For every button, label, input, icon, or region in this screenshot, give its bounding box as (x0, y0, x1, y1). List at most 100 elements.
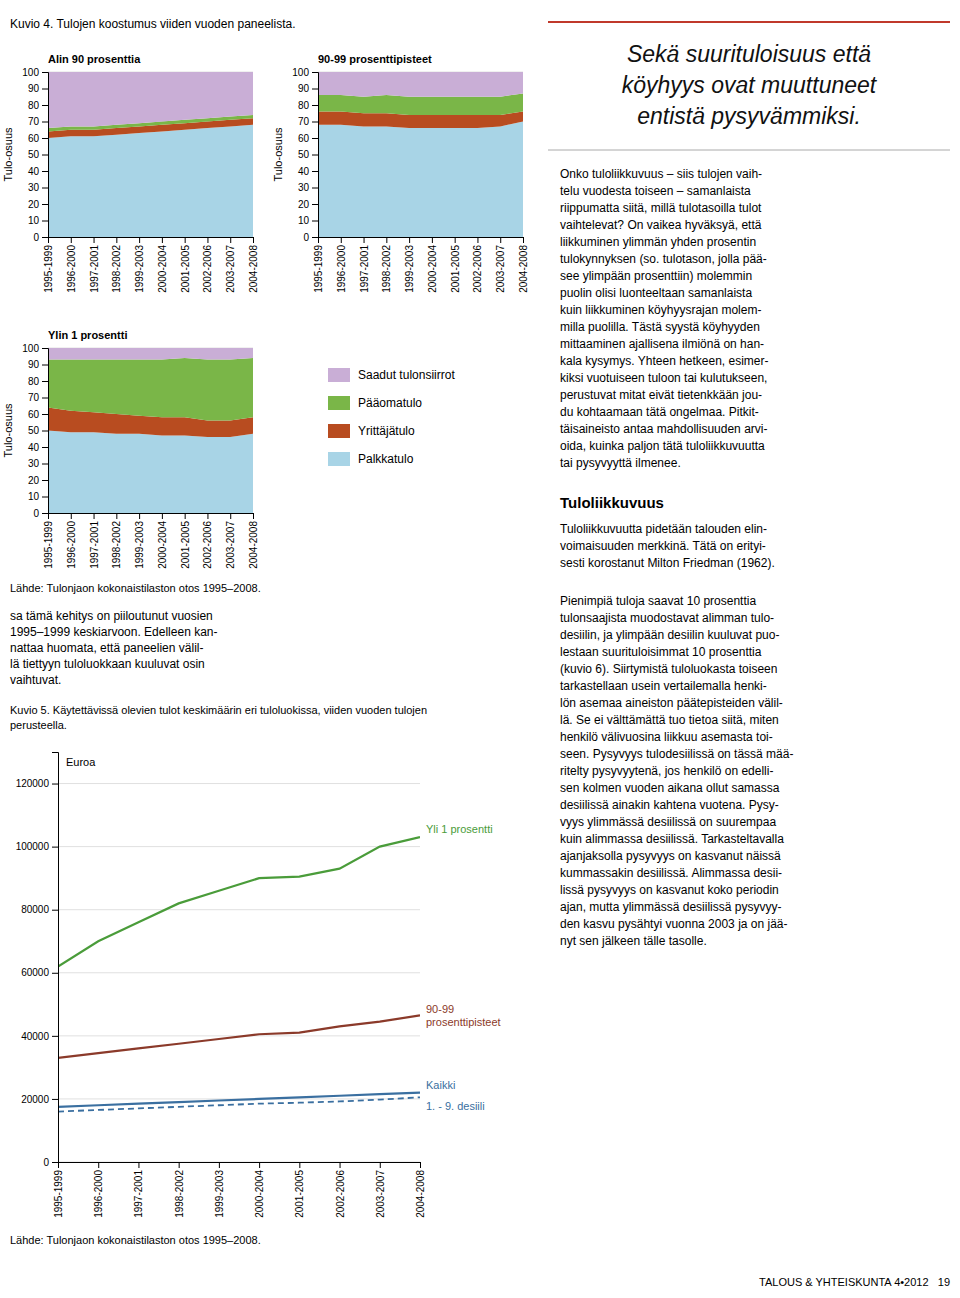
tick-mark (477, 237, 478, 243)
figure-title: Kuvio 4. Tulojen koostumus viiden vuoden… (10, 17, 296, 31)
area (48, 125, 253, 237)
x-tick: 2000-2004 (157, 513, 168, 569)
heading-line: köyhyys ovat muuttuneet (622, 72, 878, 98)
tick-mark (179, 1162, 180, 1168)
tick-label: 1999-2003 (134, 521, 145, 569)
x-tick: 2004-2008 (415, 1162, 426, 1218)
legend: Saadut tulonsiirrotPääomatuloYrittäjätul… (328, 368, 455, 466)
area (318, 72, 523, 97)
tick-mark (42, 365, 48, 366)
heading: Sekä suurituloisuus ettäköyhyys ovat muu… (622, 41, 878, 129)
tick-mark (42, 464, 48, 465)
tick-mark (52, 847, 58, 848)
body-text: Pienimpiä tuloja saavat 10 prosenttiatul… (560, 594, 793, 948)
body-text-line: seen. Pysyvyys tulodesiilissä on tässä m… (560, 747, 793, 761)
body-text-line: ajan, mutta ylimmässä desiilissä pysyvyy… (560, 900, 781, 914)
y-tick: 0 (33, 508, 48, 519)
body-text-line: oida, kuinka paljon tätä tuloliikkuvuutt… (560, 439, 765, 453)
tick-label: 90 (298, 83, 310, 94)
y-tick: 30 (28, 458, 48, 469)
y-tick: 100 (22, 67, 48, 78)
plot-marks (48, 348, 253, 513)
tick-label: 1999-2003 (404, 245, 415, 293)
body-text-line: kummassakin desiilissä. Alimmassa desii- (560, 866, 782, 880)
area (48, 358, 253, 421)
line-label: Kaikki (426, 1079, 455, 1091)
tick-label: 100 (292, 67, 309, 78)
tick-mark (42, 381, 48, 382)
y-tick: 20 (28, 475, 48, 486)
legend-label: Saadut tulonsiirrot (358, 368, 455, 382)
tick-label: 30 (28, 458, 40, 469)
legend-item: Saadut tulonsiirrot (328, 368, 455, 382)
tick-label: 2003-2007 (375, 1170, 386, 1218)
x-tick: 1998-2002 (174, 1162, 185, 1218)
y-tick: 30 (28, 182, 48, 193)
y-tick: 50 (28, 149, 48, 160)
y-tick: 100 (22, 343, 48, 354)
tick-mark (42, 171, 48, 172)
tick-mark (42, 105, 48, 106)
y-tick: 80000 (21, 904, 58, 915)
x-tick: 1997-2001 (359, 237, 370, 293)
tick-label: 2002-2006 (335, 1170, 346, 1218)
tick-label: 2004-2008 (518, 245, 529, 293)
x-tick: 1995-1999 (53, 1162, 64, 1218)
body-text-line: tarkastellaan usein vertailemalla henki- (560, 679, 767, 693)
x-axis: 1995-19991996-20001997-20011998-20021999… (313, 237, 529, 293)
y-tick: 100000 (16, 841, 58, 852)
y-tick: 60000 (21, 967, 58, 978)
chart-title: Kuvio 5. Käytettävissä olevien tulot kes… (10, 704, 427, 731)
tick-label: 60 (298, 133, 310, 144)
x-tick: 2002-2006 (335, 1162, 346, 1218)
tick-mark (312, 204, 318, 205)
tick-label: 1998-2002 (174, 1170, 185, 1218)
body-text-line: tai pysyvyyttä ilmenee. (560, 456, 681, 470)
legend-item: Pääomatulo (328, 396, 422, 410)
y-tick: 80 (28, 100, 48, 111)
tick-mark (42, 348, 48, 349)
chart-title: Alin 90 prosenttia (48, 53, 141, 65)
x-tick: 2001-2005 (180, 237, 191, 293)
x-tick: 1999-2003 (404, 237, 415, 293)
y-tick: 90 (28, 359, 48, 370)
tick-label: 70 (298, 116, 310, 127)
tick-mark (230, 237, 231, 243)
section-heading: Tuloliikkuvuus (560, 494, 664, 511)
axis-line (59, 1163, 421, 1169)
tick-label: 80 (28, 100, 40, 111)
x-tick: 1996-2000 (66, 237, 77, 293)
tick-label: 1997-2001 (359, 245, 370, 293)
figure-title-line: Kuvio 4. Tulojen koostumus viiden vuoden… (10, 17, 296, 31)
body-text-line: henkilö välivuosina liikkuu asemasta toi… (560, 730, 773, 744)
y-tick: 20000 (21, 1094, 58, 1105)
tick-label: 40 (28, 166, 40, 177)
grid (48, 72, 253, 237)
y-tick: 20 (28, 199, 48, 210)
tick-mark (42, 513, 48, 514)
tick-mark (52, 1099, 58, 1100)
tick-mark (253, 513, 254, 519)
tick-label: 1997-2001 (133, 1170, 144, 1218)
body-text-line: kiksi vuotuiseen tuloon tai kulutukseen, (560, 371, 767, 385)
body-text-line: sen kolmen vuoden aikana ollut samassa (560, 781, 780, 795)
plot-marks (48, 72, 253, 237)
body-text-line: Onko tuloliikkuvuus – siis tulojen vaih- (560, 167, 762, 181)
x-tick: 1995-1999 (313, 237, 324, 293)
body-text-line: kuin alimmassa desiilissä. Tarkasteltava… (560, 832, 784, 846)
x-tick: 1996-2000 (336, 237, 347, 293)
x-tick: 2003-2007 (225, 513, 236, 569)
axis-title: Tulo-osuus (272, 127, 284, 182)
legend-swatch (328, 424, 350, 438)
body-text-line: Pienimpiä tuloja saavat 10 prosenttia (560, 594, 756, 608)
legend-item: Palkkatulo (328, 452, 414, 466)
tick-label: 70 (28, 116, 40, 127)
x-axis: 1995-19991996-20001997-20011998-20021999… (43, 237, 259, 293)
area (48, 431, 253, 514)
legend-label: Pääomatulo (358, 396, 422, 410)
tick-label: 60 (28, 133, 40, 144)
line-label-line: 90-99 (426, 1003, 454, 1015)
y-tick: 70 (28, 392, 48, 403)
chart-title-line: perusteella. (10, 719, 67, 731)
body-text-line: nyt sen jälkeen tälle tasolle. (560, 934, 707, 948)
